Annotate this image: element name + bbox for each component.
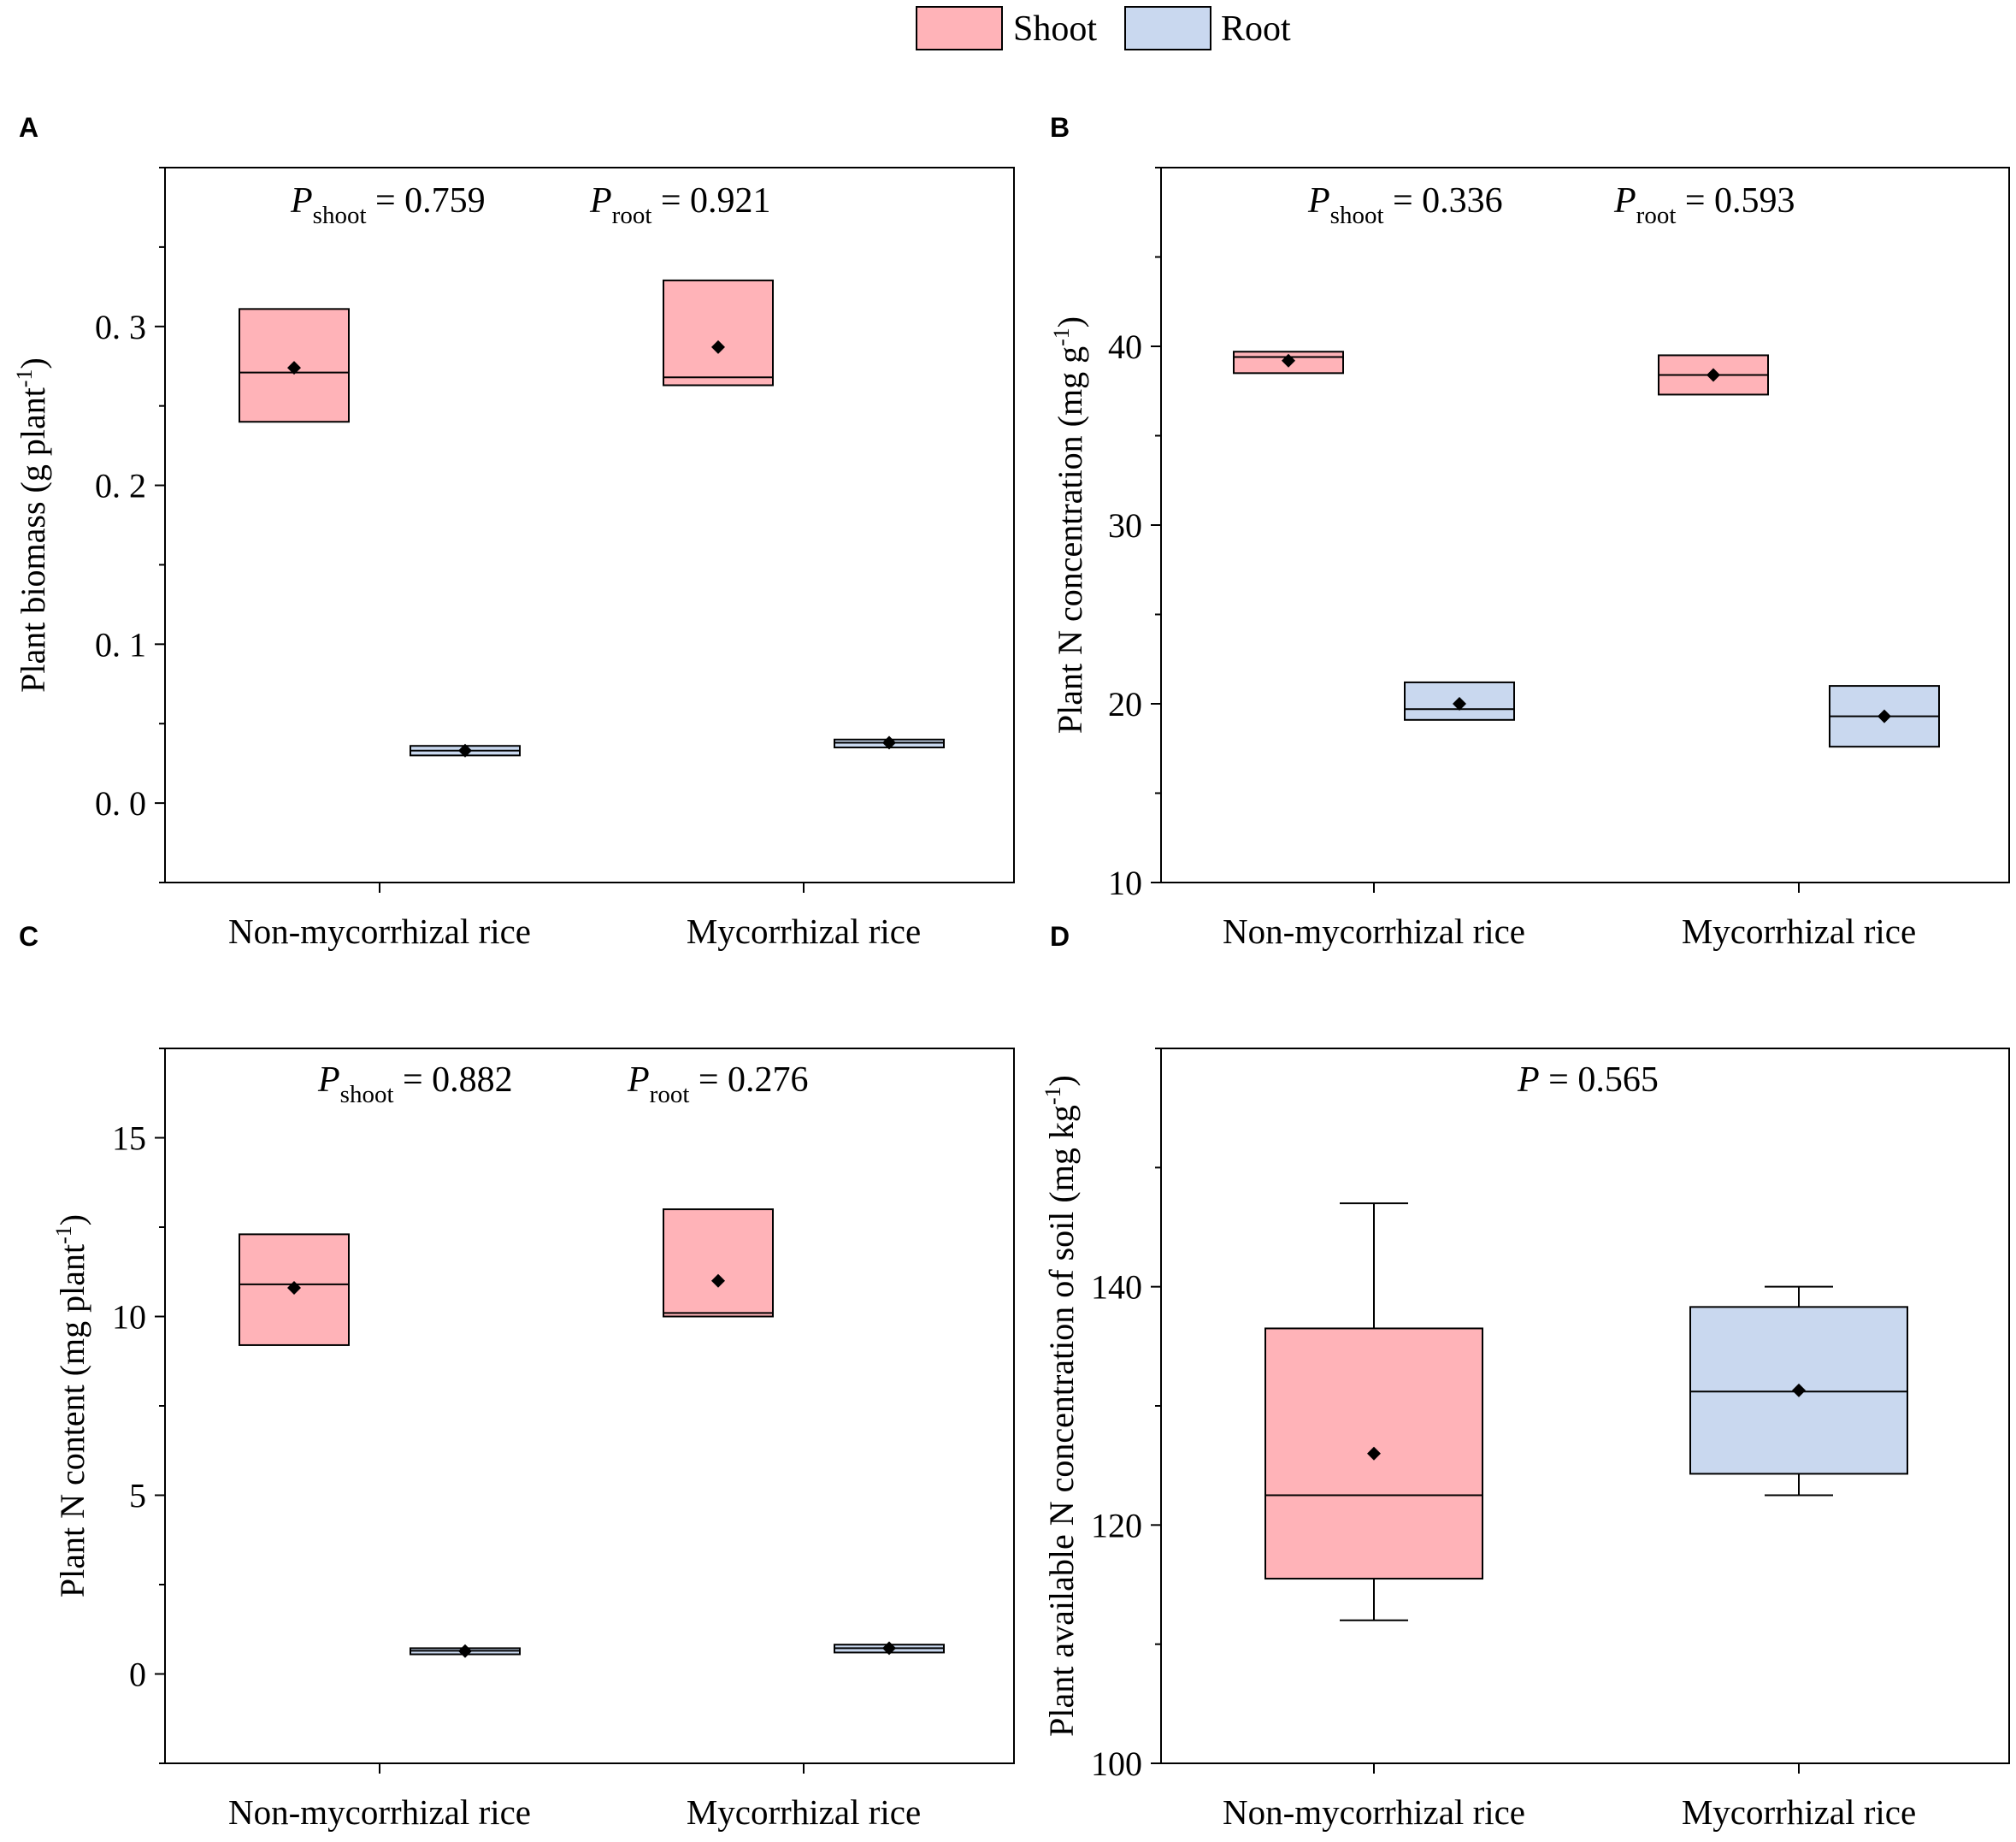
mean-marker xyxy=(287,361,301,375)
box-root-non-mycorrhizal xyxy=(1404,681,1515,721)
legend-swatch-root xyxy=(1124,6,1211,50)
box-iqr xyxy=(663,1208,774,1318)
y-tick-label: 30 xyxy=(1108,506,1142,545)
legend: Shoot Root xyxy=(916,6,1291,50)
box-root-non-mycorrhizal xyxy=(410,743,521,758)
panel-letter-d: D xyxy=(1050,921,1070,952)
box-shoot-mycorrhizal xyxy=(1658,354,1769,396)
box-shoot-mycorrhizal xyxy=(663,279,774,387)
mean-marker xyxy=(1282,353,1295,368)
y-tick-label: 140 xyxy=(1091,1268,1142,1307)
box-root-non-mycorrhizal xyxy=(410,1644,521,1658)
box-root-mycorrhizal xyxy=(1829,685,1940,748)
panel-letter-c: C xyxy=(19,921,38,952)
box-shoot-non-mycorrhizal xyxy=(239,1233,350,1346)
box-root-mycorrhizal xyxy=(834,1641,945,1656)
y-tick-label: 120 xyxy=(1091,1506,1142,1544)
y-tick-label: 5 xyxy=(129,1477,146,1515)
box-root-mycorrhizal xyxy=(1689,1285,1908,1497)
y-axis-label: Plant available N concentration of soil … xyxy=(1040,1075,1081,1737)
y-tick-label: 0. 1 xyxy=(95,625,146,664)
mean-marker xyxy=(458,1644,472,1658)
panel-a: 0. 0 0. 1 0. 2 0. 3 Non-mycorrhizal rice Myco… xyxy=(12,167,1015,951)
box-iqr xyxy=(239,1233,350,1346)
y-axis-label: Plant biomass (g plant-1) xyxy=(12,357,52,693)
box-iqr xyxy=(663,279,774,387)
y-tick-label: 0. 2 xyxy=(95,467,146,505)
y-tick-label: 15 xyxy=(112,1119,146,1158)
legend-swatch-shoot xyxy=(916,6,1003,50)
x-tick-label: Mycorrhizal rice xyxy=(1682,1792,1916,1832)
p-value-annotation: Pshoot = 0.336 xyxy=(1307,181,1503,229)
panel-b: 10 20 30 40 Non-mycorrhizal rice Mycorrhizal … xyxy=(1049,167,2010,951)
p-value-annotation: Proot = 0.276 xyxy=(627,1060,809,1108)
mean-marker xyxy=(882,1641,896,1656)
mean-marker xyxy=(1367,1446,1381,1461)
p-value-annotation: Proot = 0.593 xyxy=(1613,181,1795,229)
p-value-annotation: P = 0.565 xyxy=(1517,1060,1659,1100)
mean-marker xyxy=(1877,709,1891,723)
x-tick-label: Non-mycorrhizal rice xyxy=(228,912,531,951)
x-tick-label: Mycorrhizal rice xyxy=(1682,912,1916,951)
y-tick-label: 0 xyxy=(129,1656,146,1694)
box-iqr xyxy=(1404,681,1515,721)
mean-marker xyxy=(882,735,896,750)
x-tick-label: Non-mycorrhizal rice xyxy=(228,1792,531,1832)
y-tick-label: 100 xyxy=(1091,1745,1142,1783)
y-tick-label: 0. 3 xyxy=(95,308,146,346)
y-tick-label: 40 xyxy=(1108,328,1142,366)
box-shoot-mycorrhizal xyxy=(663,1208,774,1318)
mean-marker xyxy=(287,1281,301,1296)
y-axis-label: Plant N concentration (mg g-1) xyxy=(1049,316,1089,734)
y-tick-label: 20 xyxy=(1108,685,1142,723)
y-tick-label: 0. 0 xyxy=(95,784,146,823)
legend-label-root: Root xyxy=(1221,9,1291,49)
panel-c: 0 5 10 15 Non-mycorrhizal rice Mycorrhizal ri… xyxy=(51,1048,1015,1832)
x-tick-label: Mycorrhizal rice xyxy=(687,912,921,951)
p-value-annotation: Pshoot = 0.759 xyxy=(290,181,486,229)
panel-letter-b: B xyxy=(1050,112,1070,143)
p-value-annotation: Pshoot = 0.882 xyxy=(317,1060,513,1108)
x-tick-label: Non-mycorrhizal rice xyxy=(1223,912,1525,951)
panel-d: 100 120 140 Non-mycorrhizal rice Mycorrhizal… xyxy=(1040,1048,2010,1832)
y-tick-label: 10 xyxy=(112,1298,146,1337)
mean-marker xyxy=(1453,697,1466,711)
box-shoot-non-mycorrhizal xyxy=(1264,1202,1483,1621)
box-root-mycorrhizal xyxy=(834,735,945,750)
legend-label-shoot: Shoot xyxy=(1013,9,1097,49)
mean-marker xyxy=(711,339,725,354)
mean-marker xyxy=(1707,368,1720,382)
x-tick-label: Mycorrhizal rice xyxy=(687,1792,921,1832)
p-value-annotation: Proot = 0.921 xyxy=(589,181,771,229)
x-tick-label: Non-mycorrhizal rice xyxy=(1223,1792,1525,1832)
y-tick-label: 10 xyxy=(1108,864,1142,902)
mean-marker xyxy=(711,1273,725,1288)
y-axis-label: Plant N content (mg plant-1) xyxy=(51,1214,91,1597)
panel-letter-a: A xyxy=(19,112,38,143)
mean-marker xyxy=(458,743,472,758)
plot-frame xyxy=(164,167,1015,883)
box-shoot-non-mycorrhizal xyxy=(1233,351,1344,375)
mean-marker xyxy=(1792,1383,1806,1397)
box-shoot-non-mycorrhizal xyxy=(239,308,350,423)
